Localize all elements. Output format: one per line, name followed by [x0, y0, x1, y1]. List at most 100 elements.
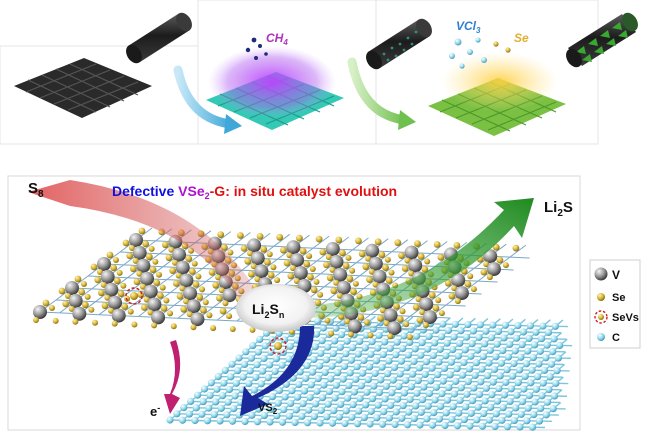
- carbon-atom: [281, 393, 289, 401]
- selenium-atom: [90, 263, 98, 271]
- carbon-atom: [427, 377, 435, 385]
- carbon-atom: [493, 340, 501, 348]
- carbon-atom: [370, 382, 378, 390]
- carbon-atom: [199, 398, 207, 406]
- vse2-bond: [430, 241, 448, 254]
- vanadium-atom: [333, 267, 348, 282]
- carbon-atom: [479, 352, 487, 361]
- selenium-atom: [249, 326, 256, 333]
- carbon-atom: [344, 394, 352, 402]
- carbon-atom: [449, 346, 457, 354]
- vanadium-atom: [286, 240, 301, 255]
- vanadium-atom: [419, 297, 434, 312]
- carbon-atom: [417, 351, 425, 359]
- carbon-atom: [185, 410, 193, 418]
- carbon-atom: [338, 331, 346, 339]
- selenium-atom: [140, 283, 147, 290]
- selenium-atom: [266, 251, 273, 258]
- selenium-atom: [333, 279, 340, 286]
- vanadium-atom: [454, 286, 469, 301]
- carbon-atom: [471, 371, 479, 379]
- carbon-atom: [488, 334, 496, 342]
- selenium-atom: [52, 317, 59, 324]
- selenium-atom: [169, 267, 177, 274]
- selenium-atom: [401, 265, 409, 272]
- vanadium-atom: [486, 262, 501, 277]
- vanadium-atom: [254, 264, 269, 279]
- selenium-atom: [72, 318, 79, 325]
- carbon-atom: [431, 396, 439, 404]
- carbon-atom: [539, 322, 547, 330]
- carbon-atom: [382, 382, 390, 390]
- vanadium-atom: [111, 308, 126, 323]
- carbon-atom: [332, 324, 340, 332]
- vanadium-atom: [100, 269, 115, 284]
- selenium-atom: [374, 238, 382, 246]
- selenium-atom: [218, 287, 225, 294]
- selenium-atom: [424, 258, 431, 265]
- selenium-atom: [345, 254, 352, 261]
- selenium-atom: [363, 319, 370, 326]
- carbon-atom: [485, 416, 493, 424]
- selenium-atom: [274, 277, 281, 284]
- selenium-atom: [136, 270, 143, 277]
- selenium-atom: [131, 321, 138, 328]
- carbon-atom: [405, 408, 413, 416]
- carbon-atom: [217, 404, 225, 412]
- carbon-atom: [502, 378, 510, 386]
- carbon-atom: [393, 338, 401, 346]
- selenium-atom: [165, 254, 173, 262]
- selenium-atom: [393, 302, 400, 310]
- vanadium-atom: [33, 305, 47, 319]
- selenium-atom: [394, 239, 402, 247]
- process-arrow-2-head: [398, 110, 416, 130]
- vcl3-label: VCl3: [456, 19, 481, 35]
- selenium-atom: [366, 276, 373, 283]
- carbon-atom: [173, 410, 181, 418]
- carbon-atom: [489, 321, 497, 329]
- carbon-atom: [542, 411, 550, 419]
- selenium-atom: [153, 279, 161, 286]
- selenium-atom: [317, 291, 324, 298]
- carbon-atom: [230, 405, 238, 413]
- selenium-atom: [226, 313, 233, 320]
- carbon-atom: [207, 379, 215, 387]
- selenium-atom: [396, 315, 404, 323]
- carbon-atom: [428, 364, 436, 372]
- carbon-atom: [541, 366, 549, 375]
- selenium-atom: [222, 300, 229, 307]
- carbon-atom: [435, 358, 443, 366]
- vanadium-atom: [72, 306, 87, 321]
- selenium-atom: [149, 266, 157, 274]
- carbon-atom: [398, 414, 406, 422]
- selenium-atom: [432, 304, 440, 312]
- selenium-atom: [190, 324, 197, 331]
- vse2-bond: [216, 307, 234, 321]
- carbon-atom: [355, 407, 363, 415]
- selenium-atom: [217, 231, 225, 239]
- selenium-atom: [310, 286, 318, 294]
- carbon-atom: [462, 403, 470, 411]
- carbon-atom: [311, 343, 319, 351]
- selenium-atom: [296, 234, 303, 242]
- carbon-atom: [460, 415, 468, 424]
- selenium-atom: [94, 276, 102, 284]
- carbon-atom: [261, 342, 269, 350]
- selenium-atom: [206, 312, 213, 319]
- carbon-atom: [523, 417, 531, 425]
- carbon-atom: [303, 419, 312, 427]
- carbon-atom: [498, 416, 506, 424]
- carbon-atom: [310, 412, 318, 421]
- carbon-atom: [473, 416, 481, 424]
- selenium-atom: [216, 294, 223, 302]
- carbon-atom: [414, 377, 422, 385]
- carbon-atom: [303, 362, 311, 370]
- selenium-atom: [467, 273, 474, 280]
- carbon-atom: [178, 416, 187, 424]
- carbon-atom: [241, 417, 249, 426]
- carbon-atom: [522, 360, 531, 368]
- selenium-atom: [254, 276, 261, 283]
- carbon-atom: [459, 371, 467, 379]
- selenium-atom: [382, 264, 389, 271]
- selenium-atom: [186, 311, 193, 318]
